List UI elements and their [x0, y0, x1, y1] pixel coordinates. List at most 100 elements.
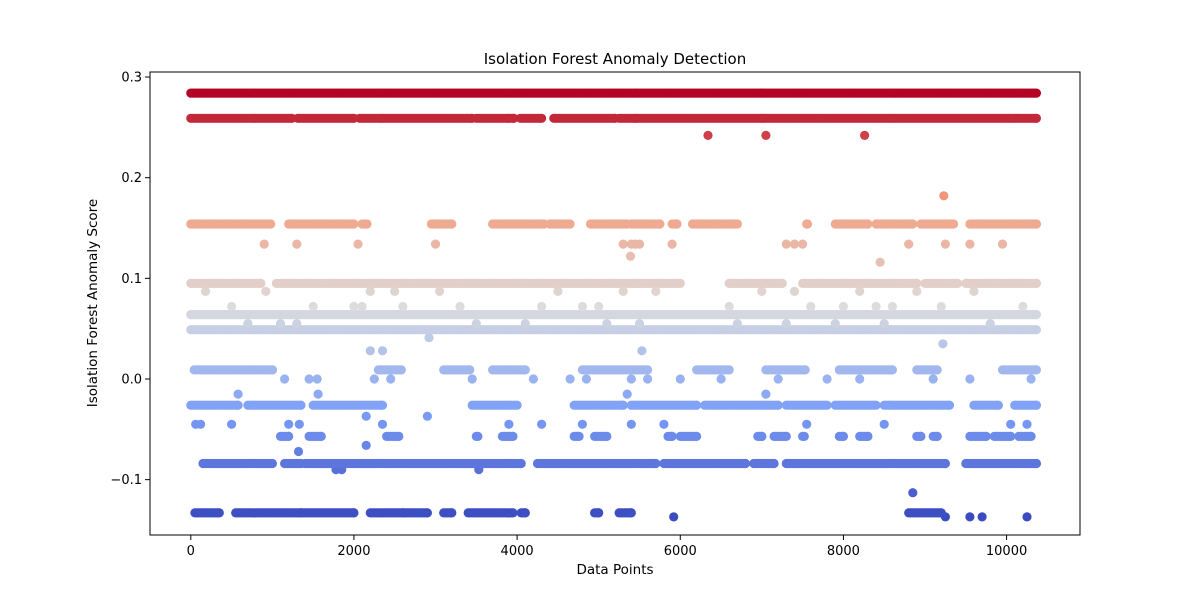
- data-point: [214, 508, 224, 518]
- data-point: [509, 113, 519, 123]
- data-point: [997, 239, 1008, 249]
- data-point: [651, 286, 661, 296]
- data-point: [233, 389, 243, 399]
- data-point: [1022, 419, 1032, 429]
- data-point: [1031, 458, 1041, 469]
- data-point: [1031, 219, 1041, 229]
- data-point: [985, 319, 995, 329]
- y-tick-label: 0.0: [121, 372, 142, 387]
- data-point: [789, 286, 800, 296]
- data-point: [467, 374, 477, 384]
- data-point: [757, 431, 767, 441]
- data-point: [520, 365, 530, 375]
- data-point: [626, 419, 636, 429]
- data-point: [634, 239, 645, 249]
- data-point: [618, 239, 628, 249]
- data-point: [471, 319, 481, 329]
- data-point: [799, 431, 809, 441]
- data-point: [377, 400, 388, 410]
- data-point: [256, 278, 266, 288]
- data-point: [594, 508, 604, 518]
- data-point: [724, 301, 734, 312]
- data-point: [655, 219, 665, 229]
- data-point: [473, 431, 483, 441]
- data-point: [292, 319, 302, 329]
- data-point: [227, 301, 237, 312]
- data-point: [396, 365, 406, 375]
- data-point: [574, 431, 584, 441]
- data-point: [802, 419, 812, 429]
- data-point: [349, 219, 359, 229]
- data-point: [773, 374, 783, 384]
- data-point: [430, 239, 441, 249]
- data-point: [308, 301, 318, 312]
- data-point: [969, 286, 979, 296]
- data-point: [672, 219, 682, 229]
- data-point: [349, 301, 359, 312]
- data-point: [394, 431, 404, 441]
- data-point: [233, 400, 243, 410]
- data-point: [275, 319, 286, 329]
- data-point: [1026, 431, 1036, 441]
- data-point: [594, 301, 604, 312]
- data-point: [855, 374, 865, 384]
- data-point: [447, 508, 457, 518]
- data-point: [659, 419, 669, 429]
- data-point: [838, 431, 849, 441]
- x-axis: 0 2000 4000 6000 8000 10000: [187, 535, 1027, 559]
- data-point: [675, 374, 685, 384]
- data-point: [916, 431, 926, 441]
- data-point: [1022, 512, 1032, 522]
- data-point: [349, 508, 359, 518]
- data-point: [622, 389, 632, 399]
- data-point: [1031, 400, 1041, 410]
- x-tick-label: 8000: [827, 544, 860, 559]
- data-point: [692, 400, 702, 410]
- data-point: [830, 319, 840, 329]
- data-point: [520, 508, 530, 518]
- data-point: [798, 239, 808, 249]
- data-point: [732, 319, 743, 329]
- data-point: [1006, 419, 1016, 429]
- plot-frame: [149, 71, 1081, 536]
- data-point: [703, 130, 713, 140]
- data-point: [1031, 325, 1041, 335]
- data-point: [398, 301, 408, 312]
- data-point: [667, 239, 677, 249]
- data-point: [618, 286, 628, 296]
- data-point: [781, 319, 791, 329]
- data-point: [953, 278, 963, 288]
- data-point: [362, 219, 372, 229]
- data-point: [912, 286, 922, 296]
- data-point: [267, 365, 277, 375]
- data-point: [932, 431, 942, 441]
- data-point: [1031, 278, 1041, 288]
- data-point: [200, 286, 211, 296]
- data-point: [455, 301, 465, 312]
- data-point: [940, 239, 951, 249]
- x-tick-label: 6000: [664, 544, 697, 559]
- data-point: [528, 374, 539, 384]
- data-point: [692, 431, 702, 441]
- data-point: [939, 191, 949, 201]
- data-point: [508, 508, 518, 518]
- data-point: [626, 508, 636, 518]
- data-point: [912, 278, 922, 288]
- data-point: [508, 431, 518, 441]
- data-point: [761, 389, 771, 399]
- data-point: [949, 219, 959, 229]
- data-point: [879, 419, 889, 429]
- data-point: [553, 286, 563, 296]
- data-point: [266, 219, 276, 229]
- data-point: [259, 239, 269, 249]
- data-point: [626, 374, 636, 384]
- data-point: [669, 512, 679, 522]
- data-point: [512, 400, 522, 410]
- data-point: [855, 286, 865, 296]
- data-point: [777, 278, 787, 288]
- data-point: [1031, 365, 1041, 375]
- data-point: [316, 431, 326, 441]
- data-point: [1018, 301, 1028, 312]
